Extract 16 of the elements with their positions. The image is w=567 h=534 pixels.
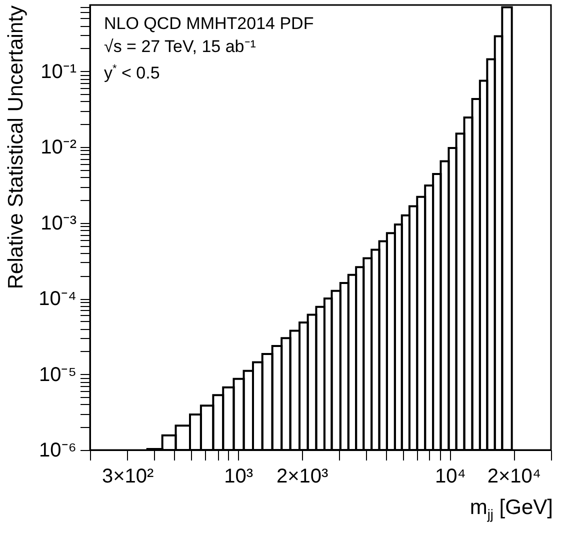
y-tick-label: 10⁻⁵ bbox=[38, 364, 76, 386]
y-tick-label: 10⁻³ bbox=[40, 212, 77, 234]
y-axis-title: Relative Statistical Uncertainty bbox=[4, 5, 28, 290]
y-tick-label: 10⁻² bbox=[40, 136, 77, 159]
annotation: √s = 27 TeV, 15 ab⁻¹ bbox=[104, 36, 257, 58]
x-tick-label: 2×10⁴ bbox=[487, 466, 542, 488]
y-tick-label: 10⁻⁶ bbox=[39, 440, 76, 462]
y-tick-label: 10⁻⁴ bbox=[38, 288, 76, 310]
annotation: NLO QCD MMHT2014 PDF bbox=[104, 13, 314, 35]
y-tick-label: 10⁻¹ bbox=[40, 60, 77, 83]
x-tick-label: 10³ bbox=[224, 466, 254, 488]
annotation: y$^{*}$ < 0.5 bbox=[104, 62, 161, 85]
x-tick-label: 10⁴ bbox=[435, 466, 466, 488]
x-tick-label: 2×10³ bbox=[276, 466, 329, 488]
x-axis-title: m$_{jj}$ [GeV] bbox=[470, 496, 553, 522]
x-tick-label: 3×10² bbox=[102, 466, 154, 488]
